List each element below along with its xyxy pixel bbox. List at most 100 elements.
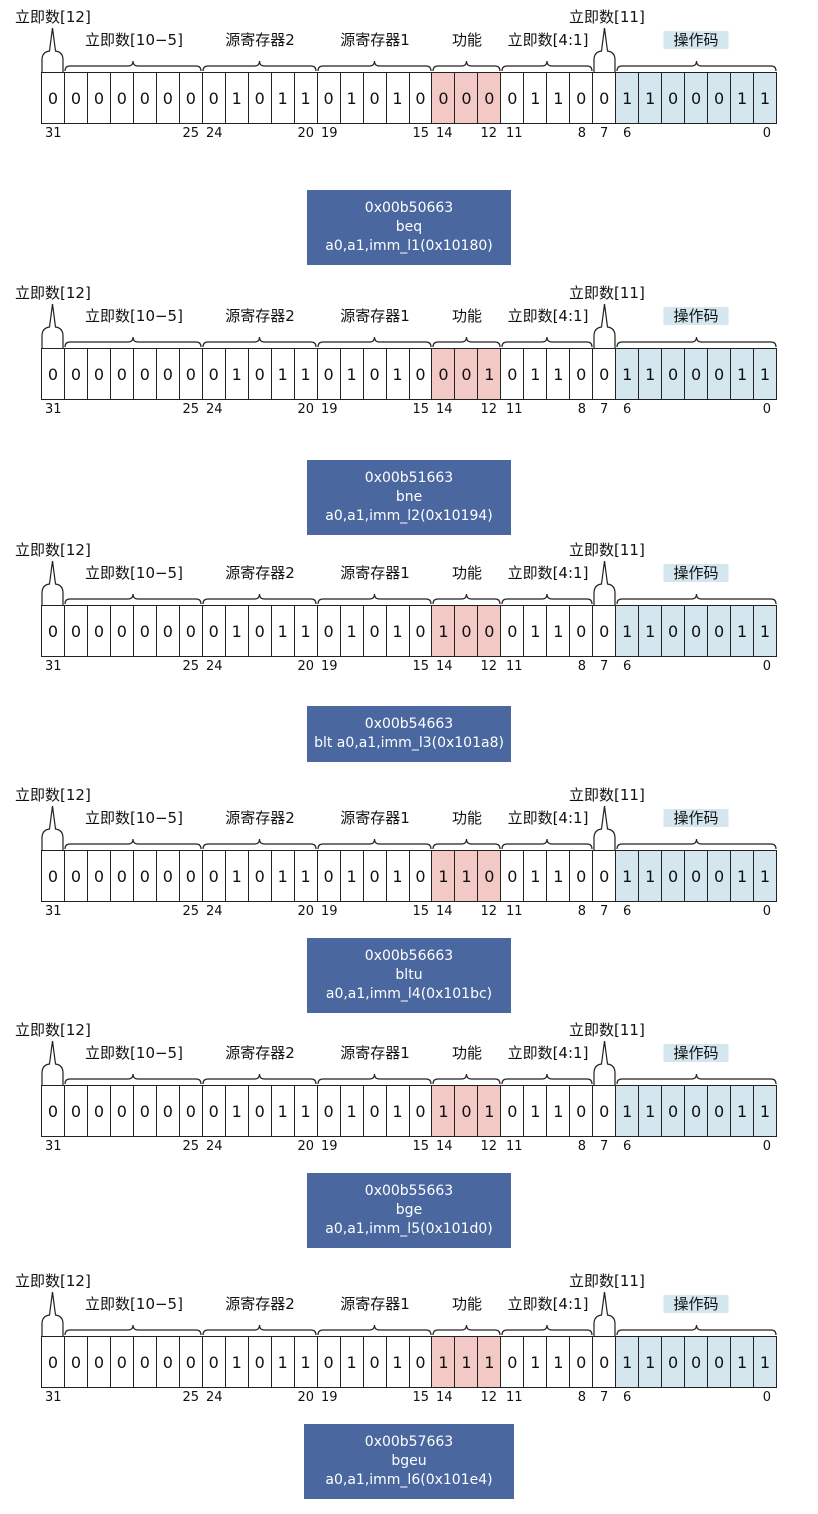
bit-cell: 0 [88,606,111,656]
bit-cell: 0 [593,73,617,123]
bit-cell: 0 [88,1337,111,1387]
bit-cell: 0 [501,349,525,399]
single-bit-pointer [593,1040,606,1085]
bit-cell: 0 [203,851,226,901]
bit-cell: 0 [111,606,134,656]
bit-index-label: 11 [506,402,523,417]
bit-cell: 1 [387,1086,410,1136]
bit-cell: 0 [65,606,88,656]
bit-cell: 0 [593,1086,617,1136]
bit-cell: 1 [226,349,249,399]
bit-cell: 1 [341,73,364,123]
opcode-bit-cell: 1 [616,349,640,399]
opcode-bit-cell: 0 [708,349,732,399]
bit-cell: 0 [180,851,203,901]
bit-cell: 1 [341,606,364,656]
opcode-bit-cell: 0 [685,851,709,901]
bit-cell: 0 [42,606,65,656]
bit-cell: 1 [226,73,249,123]
field-label-imm10_5: 立即数[10−5] [85,1295,183,1313]
bit-index-label: 24 [206,1139,223,1154]
bit-cell: 0 [410,606,433,656]
bit-index-label: 14 [436,1390,453,1405]
bit-cell: 0 [42,851,65,901]
field-label-rs1: 源寄存器1 [340,307,410,325]
field-bracket [317,60,432,72]
bit-cell: 0 [203,349,226,399]
bit-cell: 1 [524,606,548,656]
bit-cell: 1 [547,851,571,901]
field-label-rs2: 源寄存器2 [225,809,295,827]
field-bracket [202,60,317,72]
instruction-assembly: bltu a0,a1,imm_l4(0x101bc) [325,967,493,1002]
single-bit-pointer [51,805,64,850]
bit-index-label: 12 [480,126,497,141]
opcode-bit-cell: 0 [662,851,686,901]
bit-index-label: 8 [577,1139,586,1154]
field-label-rs2: 源寄存器2 [225,31,295,49]
bit-index-label: 31 [45,1390,62,1405]
bit-cell: 0 [570,606,594,656]
field-label-funct3: 功能 [451,809,483,827]
bit-cell: 1 [272,1337,295,1387]
bit-cell: 0 [134,1086,157,1136]
bit-cell: 1 [524,73,548,123]
bit-cell: 1 [226,1086,249,1136]
single-bit-pointer [41,805,54,850]
funct3-bit-cell: 0 [455,349,479,399]
opcode-bit-cell: 1 [616,851,640,901]
bit-index-label: 12 [480,1139,497,1154]
bit-cell: 1 [226,1337,249,1387]
bit-cell: 0 [593,1337,617,1387]
bit-cell: 0 [364,606,387,656]
bit-index-label: 7 [600,904,609,919]
single-bit-pointer [51,560,64,605]
bit-cell: 0 [570,1086,594,1136]
field-label-imm11: 立即数[11] [569,8,645,26]
bit-index-label: 20 [297,1390,314,1405]
instruction-box: 0x00b55663 bge a0,a1,imm_l5(0x101d0) [307,1173,511,1248]
bit-index-label: 15 [412,1390,429,1405]
bit-index-label: 0 [762,904,771,919]
bit-index-label: 31 [45,904,62,919]
instruction-box: 0x00b51663 bne a0,a1,imm_l2(0x10194) [307,460,511,535]
bit-cell: 0 [157,851,180,901]
bit-cell: 0 [318,1086,341,1136]
field-brackets [41,560,777,605]
single-bit-pointer [41,1291,54,1336]
field-label-imm10_5: 立即数[10−5] [85,1044,183,1062]
bit-cell: 1 [272,851,295,901]
instruction-box: 0x00b56663 bltu a0,a1,imm_l4(0x101bc) [307,938,511,1013]
bit-index-label: 12 [480,1390,497,1405]
bit-cell: 0 [318,73,341,123]
single-bit-pointer [51,1040,64,1085]
opcode-bit-cell: 0 [708,1337,732,1387]
bit-cell: 1 [295,73,318,123]
bit-cell: 1 [295,1086,318,1136]
bit-cell: 0 [42,73,65,123]
bit-cell: 0 [570,851,594,901]
field-bracket [64,1073,202,1085]
field-label-opcode: 操作码 [663,1295,729,1313]
bit-cell: 0 [593,851,617,901]
bit-cell: 0 [318,349,341,399]
bit-index-label: 19 [321,904,338,919]
bit-index-label: 8 [577,659,586,674]
opcode-bit-cell: 1 [754,851,776,901]
field-bracket [202,593,317,605]
bit-index-label: 25 [182,1390,199,1405]
field-bracket [616,336,777,348]
opcode-bit-cell: 1 [639,851,663,901]
field-label-opcode: 操作码 [663,809,729,827]
single-bit-pointer [593,805,606,850]
single-bit-pointer [593,303,606,348]
bit-cell: 0 [249,1086,272,1136]
field-label-rs2: 源寄存器2 [225,1295,295,1313]
instruction-block: 立即数[12] 立即数[11] 立即数[10−5] 源寄存器2 源寄存器1 功能 立即数[4… [0,0,818,265]
instruction-hex: 0x00b57663 [364,1434,454,1450]
bit-index-label: 0 [762,659,771,674]
single-bit-pointer [603,560,616,605]
bit-cell: 1 [387,606,410,656]
funct3-bit-cell: 1 [478,1086,502,1136]
